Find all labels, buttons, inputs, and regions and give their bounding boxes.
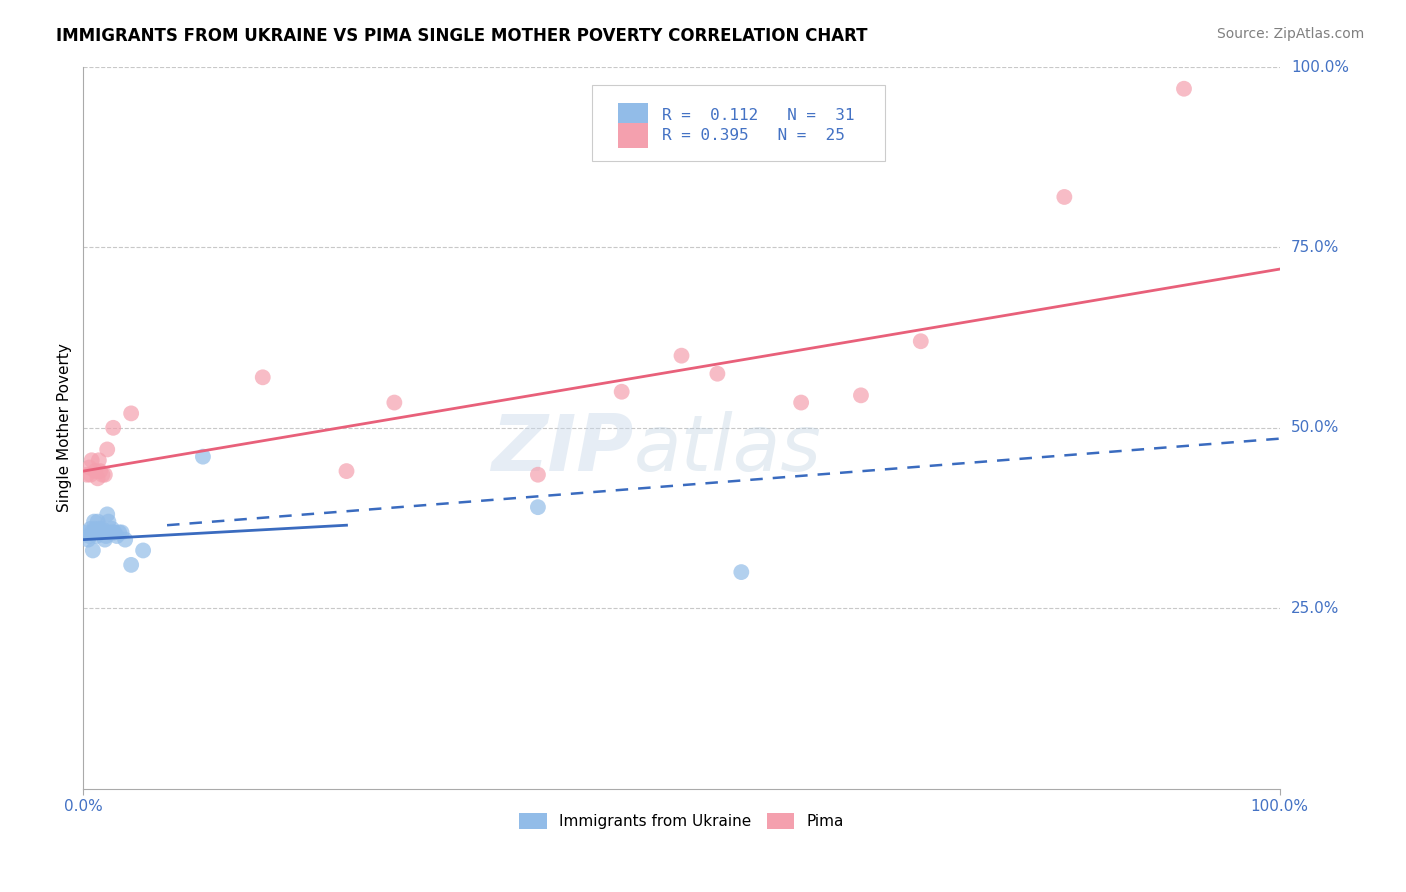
Point: [105, 529, 128, 543]
Point: [86, 471, 108, 485]
Point: [671, 349, 693, 363]
Point: [96, 508, 118, 522]
Text: R =  0.112   N =  31: R = 0.112 N = 31: [662, 108, 855, 123]
Point: [120, 558, 142, 572]
Point: [98, 525, 121, 540]
Point: [89, 522, 111, 536]
Point: [1173, 81, 1195, 95]
Point: [87, 525, 110, 540]
Point: [335, 464, 357, 478]
Point: [1053, 190, 1076, 204]
Point: [84, 522, 107, 536]
Point: [252, 370, 274, 384]
Legend: Immigrants from Ukraine, Pima: Immigrants from Ukraine, Pima: [513, 806, 849, 835]
Text: R = 0.395   N =  25: R = 0.395 N = 25: [662, 128, 845, 143]
Point: [80, 453, 103, 467]
Point: [79, 522, 101, 536]
Point: [87, 453, 110, 467]
Point: [80, 525, 103, 540]
Point: [82, 543, 104, 558]
Y-axis label: Single Mother Poverty: Single Mother Poverty: [58, 343, 72, 512]
Point: [83, 515, 105, 529]
Text: 100.0%: 100.0%: [1291, 60, 1348, 75]
Point: [86, 515, 108, 529]
Point: [527, 500, 550, 515]
Point: [849, 388, 872, 402]
Point: [114, 533, 136, 547]
Point: [103, 421, 125, 435]
Point: [790, 395, 813, 409]
Point: [94, 533, 117, 547]
Point: [610, 384, 633, 399]
Point: [191, 450, 214, 464]
Point: [110, 525, 132, 540]
Point: [94, 467, 117, 482]
Point: [132, 543, 155, 558]
Point: [103, 525, 125, 540]
Point: [76, 525, 98, 540]
FancyBboxPatch shape: [619, 103, 648, 128]
Text: 50.0%: 50.0%: [1291, 420, 1339, 435]
Text: atlas: atlas: [634, 411, 821, 487]
Point: [91, 467, 114, 482]
Point: [94, 529, 117, 543]
Point: [101, 522, 124, 536]
Point: [86, 529, 108, 543]
Point: [96, 442, 118, 457]
FancyBboxPatch shape: [592, 85, 884, 161]
Point: [77, 533, 100, 547]
Point: [79, 467, 101, 482]
FancyBboxPatch shape: [619, 122, 648, 148]
Point: [527, 467, 550, 482]
Text: Source: ZipAtlas.com: Source: ZipAtlas.com: [1216, 27, 1364, 41]
Point: [84, 464, 107, 478]
Point: [77, 529, 100, 543]
Point: [90, 525, 112, 540]
Text: 25.0%: 25.0%: [1291, 600, 1339, 615]
Point: [76, 467, 98, 482]
Point: [77, 460, 100, 475]
Text: IMMIGRANTS FROM UKRAINE VS PIMA SINGLE MOTHER POVERTY CORRELATION CHART: IMMIGRANTS FROM UKRAINE VS PIMA SINGLE M…: [56, 27, 868, 45]
Point: [910, 334, 932, 349]
Point: [730, 565, 752, 579]
Point: [120, 406, 142, 420]
Text: ZIP: ZIP: [491, 411, 634, 487]
Point: [108, 525, 131, 540]
Point: [97, 515, 120, 529]
Text: 75.0%: 75.0%: [1291, 240, 1339, 255]
Point: [706, 367, 728, 381]
Point: [89, 464, 111, 478]
Point: [91, 522, 114, 536]
Point: [382, 395, 405, 409]
Point: [103, 525, 125, 540]
